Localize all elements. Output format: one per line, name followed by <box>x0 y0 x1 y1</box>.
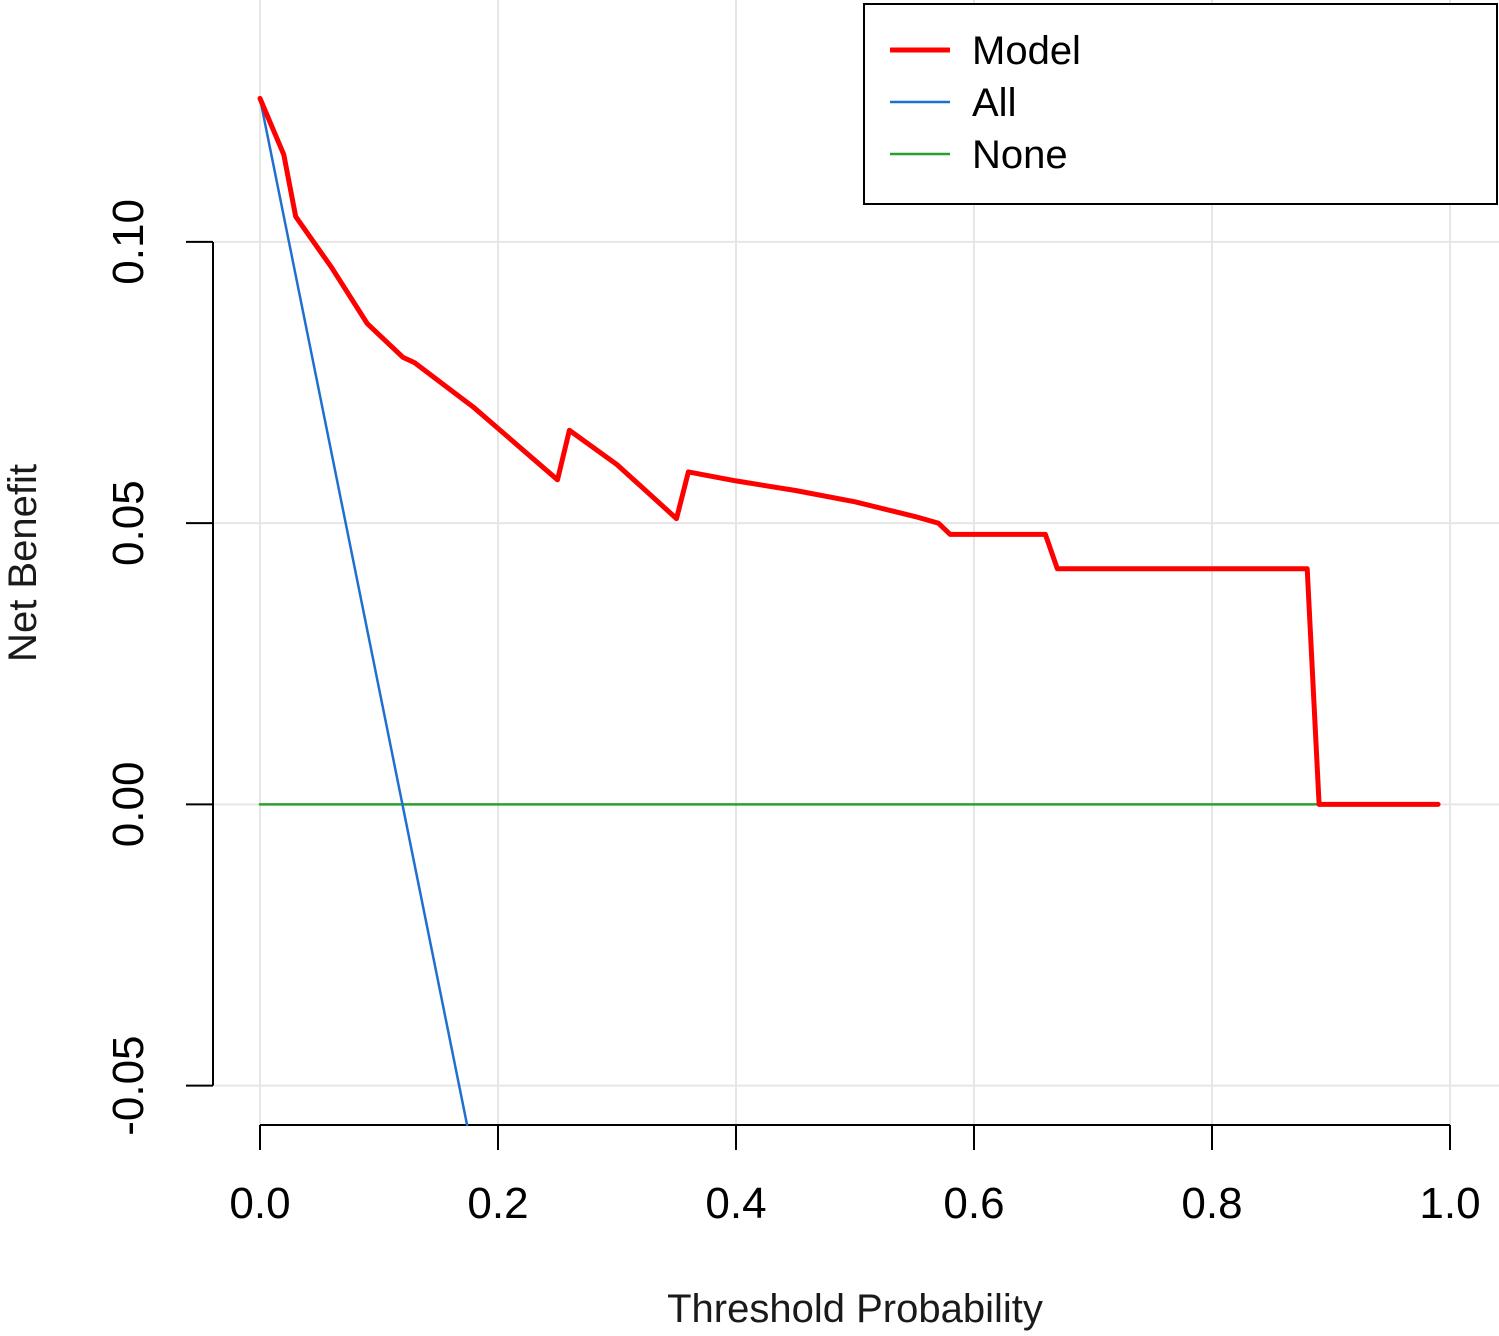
legend: Model All None <box>863 3 1498 205</box>
y-axis-label: Net Benefit <box>1 464 45 662</box>
legend-label-all: All <box>972 81 1016 125</box>
series-line-model <box>257 95 1441 807</box>
x-tick-label: 0.6 <box>943 1179 1004 1228</box>
x-tick-label: 1.0 <box>1419 1179 1480 1228</box>
y-tick-label: 0.05 <box>104 480 153 566</box>
legend-label-none: None <box>972 133 1068 177</box>
x-tick-label: 0.0 <box>229 1179 290 1228</box>
x-tick-label: 0.2 <box>467 1179 528 1228</box>
x-tick-label: 0.8 <box>1181 1179 1242 1228</box>
legend-box <box>863 3 1498 205</box>
y-tick-label: -0.05 <box>104 1035 153 1135</box>
y-tick-label: 0.10 <box>104 199 153 285</box>
axes: 0.0 0.2 0.4 0.6 0.8 1.0 -0.05 0.00 0.05 0.10 <box>104 199 1481 1228</box>
series-line-all <box>258 97 469 1127</box>
data-series <box>257 95 1441 1127</box>
y-tick-label: 0.00 <box>104 762 153 848</box>
x-axis-label: Threshold Probability <box>667 1287 1043 1331</box>
x-tick-label: 0.4 <box>705 1179 766 1228</box>
legend-label-model: Model <box>972 29 1081 73</box>
